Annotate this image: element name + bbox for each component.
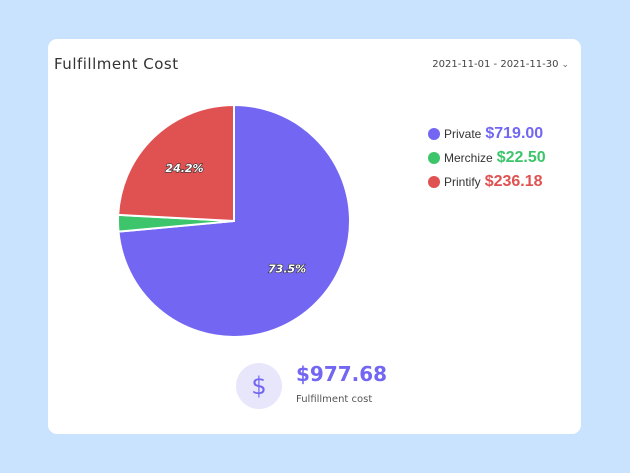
legend-label: Private bbox=[444, 127, 482, 141]
total-cost-value: $977.68 bbox=[296, 362, 388, 386]
legend-item-printify[interactable]: Printify $236.18 bbox=[428, 170, 546, 194]
legend-dot bbox=[428, 128, 440, 140]
legend-value: $719.00 bbox=[485, 125, 544, 142]
legend-label: Merchize bbox=[444, 151, 493, 165]
legend-item-private[interactable]: Private $719.00 bbox=[428, 122, 546, 146]
fulfillment-cost-card: Fulfillment Cost 2021-11-01 - 2021-11-30… bbox=[48, 39, 581, 434]
legend-value: $236.18 bbox=[484, 173, 543, 190]
legend-item-merchize[interactable]: Merchize $22.50 bbox=[428, 146, 546, 170]
pie-chart: 73.5% 24.2% bbox=[117, 103, 351, 338]
slice-percent-label: 24.2% bbox=[165, 162, 203, 175]
legend-dot bbox=[428, 152, 440, 164]
legend-dot bbox=[428, 176, 440, 188]
dollar-icon: $ bbox=[236, 363, 282, 409]
card-title: Fulfillment Cost bbox=[54, 55, 179, 73]
pie-slice-printify[interactable] bbox=[117, 103, 235, 223]
total-cost-label: Fulfillment cost bbox=[296, 394, 373, 405]
legend-value: $22.50 bbox=[496, 149, 546, 166]
chevron-down-icon: ⌄ bbox=[561, 59, 569, 70]
chart-legend: Private $719.00 Merchize $22.50 Printify… bbox=[428, 122, 546, 194]
date-range-dropdown[interactable]: 2021-11-01 - 2021-11-30 ⌄ bbox=[432, 59, 569, 70]
date-range-value: 2021-11-01 - 2021-11-30 bbox=[432, 59, 559, 70]
slice-percent-label: 73.5% bbox=[268, 262, 306, 275]
legend-label: Printify bbox=[444, 175, 481, 189]
